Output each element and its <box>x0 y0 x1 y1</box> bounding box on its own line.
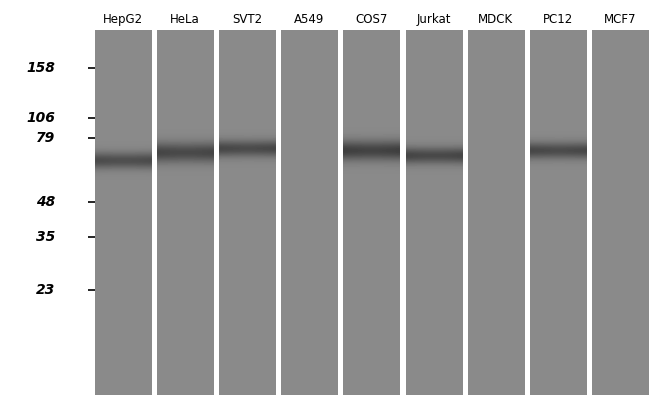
Text: MDCK: MDCK <box>478 13 514 26</box>
Text: HeLa: HeLa <box>170 13 200 26</box>
Text: PC12: PC12 <box>543 13 573 26</box>
Text: COS7: COS7 <box>356 13 387 26</box>
Text: 79: 79 <box>36 131 55 145</box>
Text: 48: 48 <box>36 195 55 209</box>
Text: 35: 35 <box>36 230 55 244</box>
Text: A549: A549 <box>294 13 324 26</box>
Text: 23: 23 <box>36 283 55 297</box>
Text: Jurkat: Jurkat <box>417 13 451 26</box>
Text: 158: 158 <box>26 61 55 75</box>
Text: SVT2: SVT2 <box>232 13 263 26</box>
Text: 106: 106 <box>26 111 55 125</box>
Text: MCF7: MCF7 <box>604 13 636 26</box>
Text: HepG2: HepG2 <box>103 13 143 26</box>
